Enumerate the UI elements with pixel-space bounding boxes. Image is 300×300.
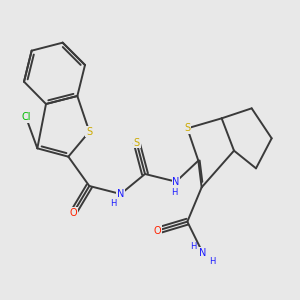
Text: N: N: [199, 248, 206, 258]
Text: S: S: [86, 127, 92, 137]
Text: N: N: [117, 189, 124, 199]
Text: S: S: [134, 138, 140, 148]
Text: Cl: Cl: [21, 112, 31, 122]
Text: H: H: [171, 188, 178, 197]
Text: O: O: [154, 226, 161, 236]
Text: H: H: [190, 242, 196, 251]
Text: H: H: [110, 199, 116, 208]
Text: O: O: [70, 208, 77, 218]
Text: S: S: [184, 123, 190, 133]
Text: N: N: [172, 177, 180, 187]
Text: H: H: [209, 256, 215, 266]
